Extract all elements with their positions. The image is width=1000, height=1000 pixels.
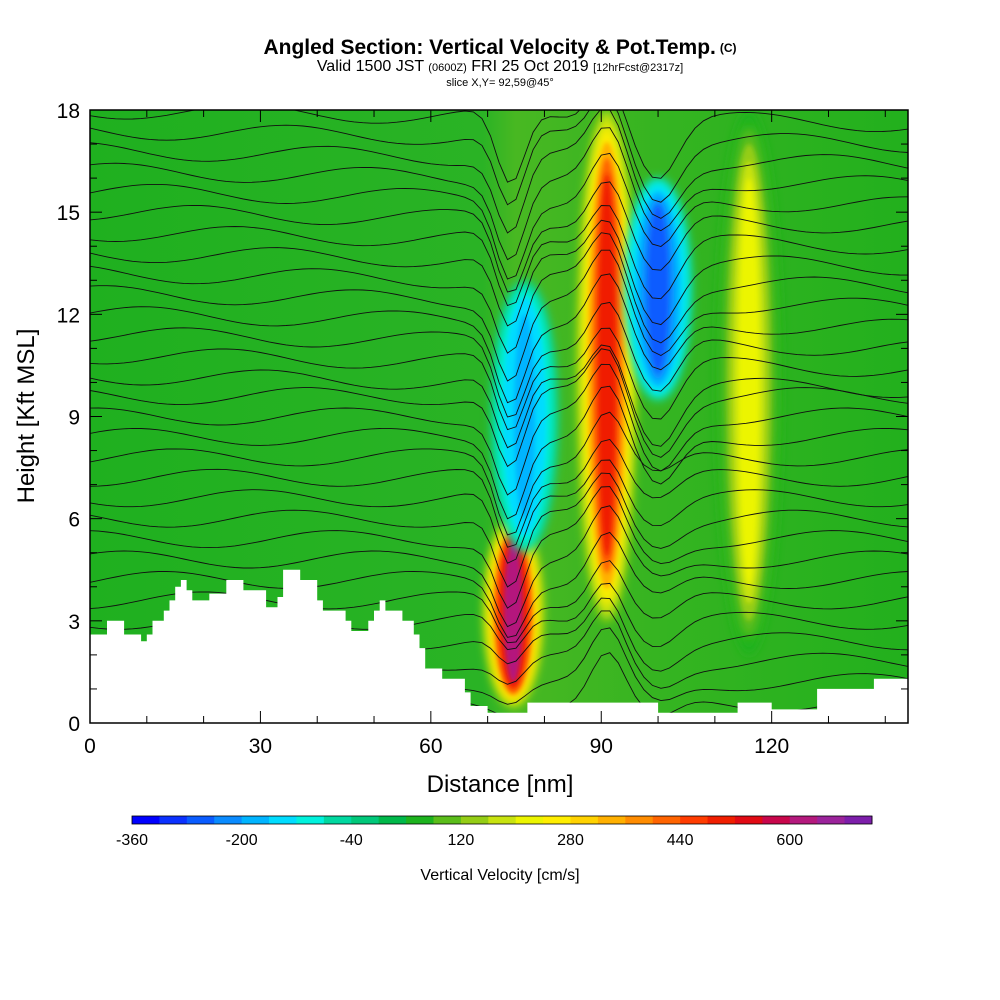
colorbar-swatch-12 <box>460 816 489 824</box>
isotherm-16 <box>90 344 908 449</box>
colorbar-tick-label-5: 440 <box>667 832 694 849</box>
x-tick-label-30: 30 <box>249 735 272 758</box>
colorbar-swatch-23 <box>762 816 791 824</box>
x-tick-label-90: 90 <box>590 735 613 758</box>
x-tick-label-60: 60 <box>419 735 442 758</box>
colorbar-swatch-3 <box>214 816 243 824</box>
colorbar-swatch-15 <box>543 816 572 824</box>
velocity-feature-4-level-4 <box>738 178 760 587</box>
colorbar-swatch-18 <box>625 816 654 824</box>
colorbar-swatch-4 <box>241 816 270 824</box>
y-tick-label-6: 6 <box>68 509 80 532</box>
colorbar-tick-label-1: -200 <box>226 832 258 849</box>
isotherm-20 <box>90 249 908 382</box>
y-tick-label-15: 15 <box>57 202 80 225</box>
isotherm-27 <box>90 110 908 234</box>
velocity-feature-0-level-4 <box>503 542 523 683</box>
colorbar-swatch-16 <box>570 816 599 824</box>
valid-time-label: Valid 1500 JST <box>316 58 424 75</box>
isotherm-14 <box>90 363 908 496</box>
chart-subtitle: Valid 1500 JST (0600Z) FRI 25 Oct 2019 [… <box>0 58 1000 77</box>
colorbar-swatch-13 <box>488 816 517 824</box>
chart-header: Angled Section: Vertical Velocity & Pot.… <box>0 36 1000 89</box>
isotherm-8 <box>90 486 908 609</box>
isotherm-7 <box>90 505 908 628</box>
colorbar-tick-label-3: 120 <box>448 832 475 849</box>
valid-time-utc: (0600Z) <box>428 62 467 74</box>
isotherm-11 <box>90 438 908 548</box>
colorbar-swatch-26 <box>844 816 873 824</box>
isotherm-26 <box>90 127 908 261</box>
colorbar-swatch-24 <box>789 816 818 824</box>
colorbar-swatch-2 <box>186 816 215 824</box>
colorbar-swatch-25 <box>817 816 846 824</box>
isotherm-23 <box>90 205 908 307</box>
colorbar-swatch-8 <box>351 816 380 824</box>
colorbar-tick-label-0: -360 <box>116 832 148 849</box>
y-tick-label-0: 0 <box>68 713 80 736</box>
isotherm-25 <box>90 152 908 280</box>
isotherm-24 <box>90 181 908 293</box>
x-axis-title: Distance [nm] <box>427 771 574 798</box>
colorbar-title: Vertical Velocity [cm/s] <box>420 867 579 884</box>
colorbar-swatch-21 <box>707 816 736 824</box>
colorbar-swatch-17 <box>597 816 626 824</box>
colorbar-swatch-14 <box>515 816 544 824</box>
isotherm-22 <box>90 219 908 327</box>
colorbar-tick-label-2: -40 <box>340 832 363 849</box>
colorbar-tick-label-4: 280 <box>557 832 584 849</box>
isotherm-13 <box>90 385 908 520</box>
colorbar-swatch-11 <box>433 816 462 824</box>
chart-title-text: Angled Section: Vertical Velocity & Pot.… <box>263 36 716 59</box>
y-tick-label-12: 12 <box>57 304 80 327</box>
colorbar-swatch-19 <box>652 816 681 824</box>
x-tick-label-120: 120 <box>754 735 789 758</box>
chart-title-note: (C) <box>719 41 737 55</box>
isotherm-28 <box>90 110 908 206</box>
y-axis-title: Height [Kft MSL] <box>13 329 40 504</box>
valid-date: FRI 25 Oct 2019 <box>471 58 589 75</box>
plot-area <box>90 110 908 723</box>
colorbar-swatch-5 <box>269 816 297 824</box>
isotherm-9 <box>90 472 908 588</box>
x-tick-label-0: 0 <box>84 735 96 758</box>
velocity-feature-1-level-4 <box>597 173 617 557</box>
isotherm-17 <box>90 327 908 431</box>
colorbar-frame <box>131 815 873 825</box>
colorbar-swatch-20 <box>680 816 709 824</box>
isotherm-12 <box>90 411 908 536</box>
forecast-note: [12hrFcst@2317z] <box>593 62 684 74</box>
isotherm-18 <box>90 301 908 418</box>
y-tick-label-9: 9 <box>68 407 80 430</box>
velocity-feature-2-level-4 <box>647 205 669 372</box>
y-axis: 0 3 6 9 12 15 18 <box>57 100 908 736</box>
isotherm-19 <box>90 273 908 404</box>
colorbar-swatch-1 <box>159 816 188 824</box>
isotherm-10 <box>90 459 908 564</box>
colorbar-swatch-9 <box>378 816 407 824</box>
velocity-field-features <box>484 110 782 706</box>
chart-title: Angled Section: Vertical Velocity & Pot.… <box>0 36 1000 60</box>
y-tick-label-18: 18 <box>57 100 80 123</box>
potential-temperature-contours <box>90 110 908 719</box>
colorbar-swatch-10 <box>406 816 434 824</box>
colorbar-tick-label-6: 600 <box>776 832 803 849</box>
x-axis: 0 30 60 90 120 <box>84 110 886 758</box>
colorbar: -360 -200 -40 120 280 440 600 <box>116 815 873 849</box>
terrain-mask <box>90 569 908 723</box>
colorbar-swatch-22 <box>734 816 763 824</box>
isotherm-15 <box>90 348 908 468</box>
colorbar-swatch-0 <box>132 816 160 824</box>
colorbar-swatch-6 <box>296 816 325 824</box>
y-tick-label-3: 3 <box>68 611 80 634</box>
isotherm-21 <box>90 232 908 354</box>
slice-label: slice X,Y= 92,59@45° <box>446 77 554 89</box>
colorbar-swatch-7 <box>323 816 352 824</box>
